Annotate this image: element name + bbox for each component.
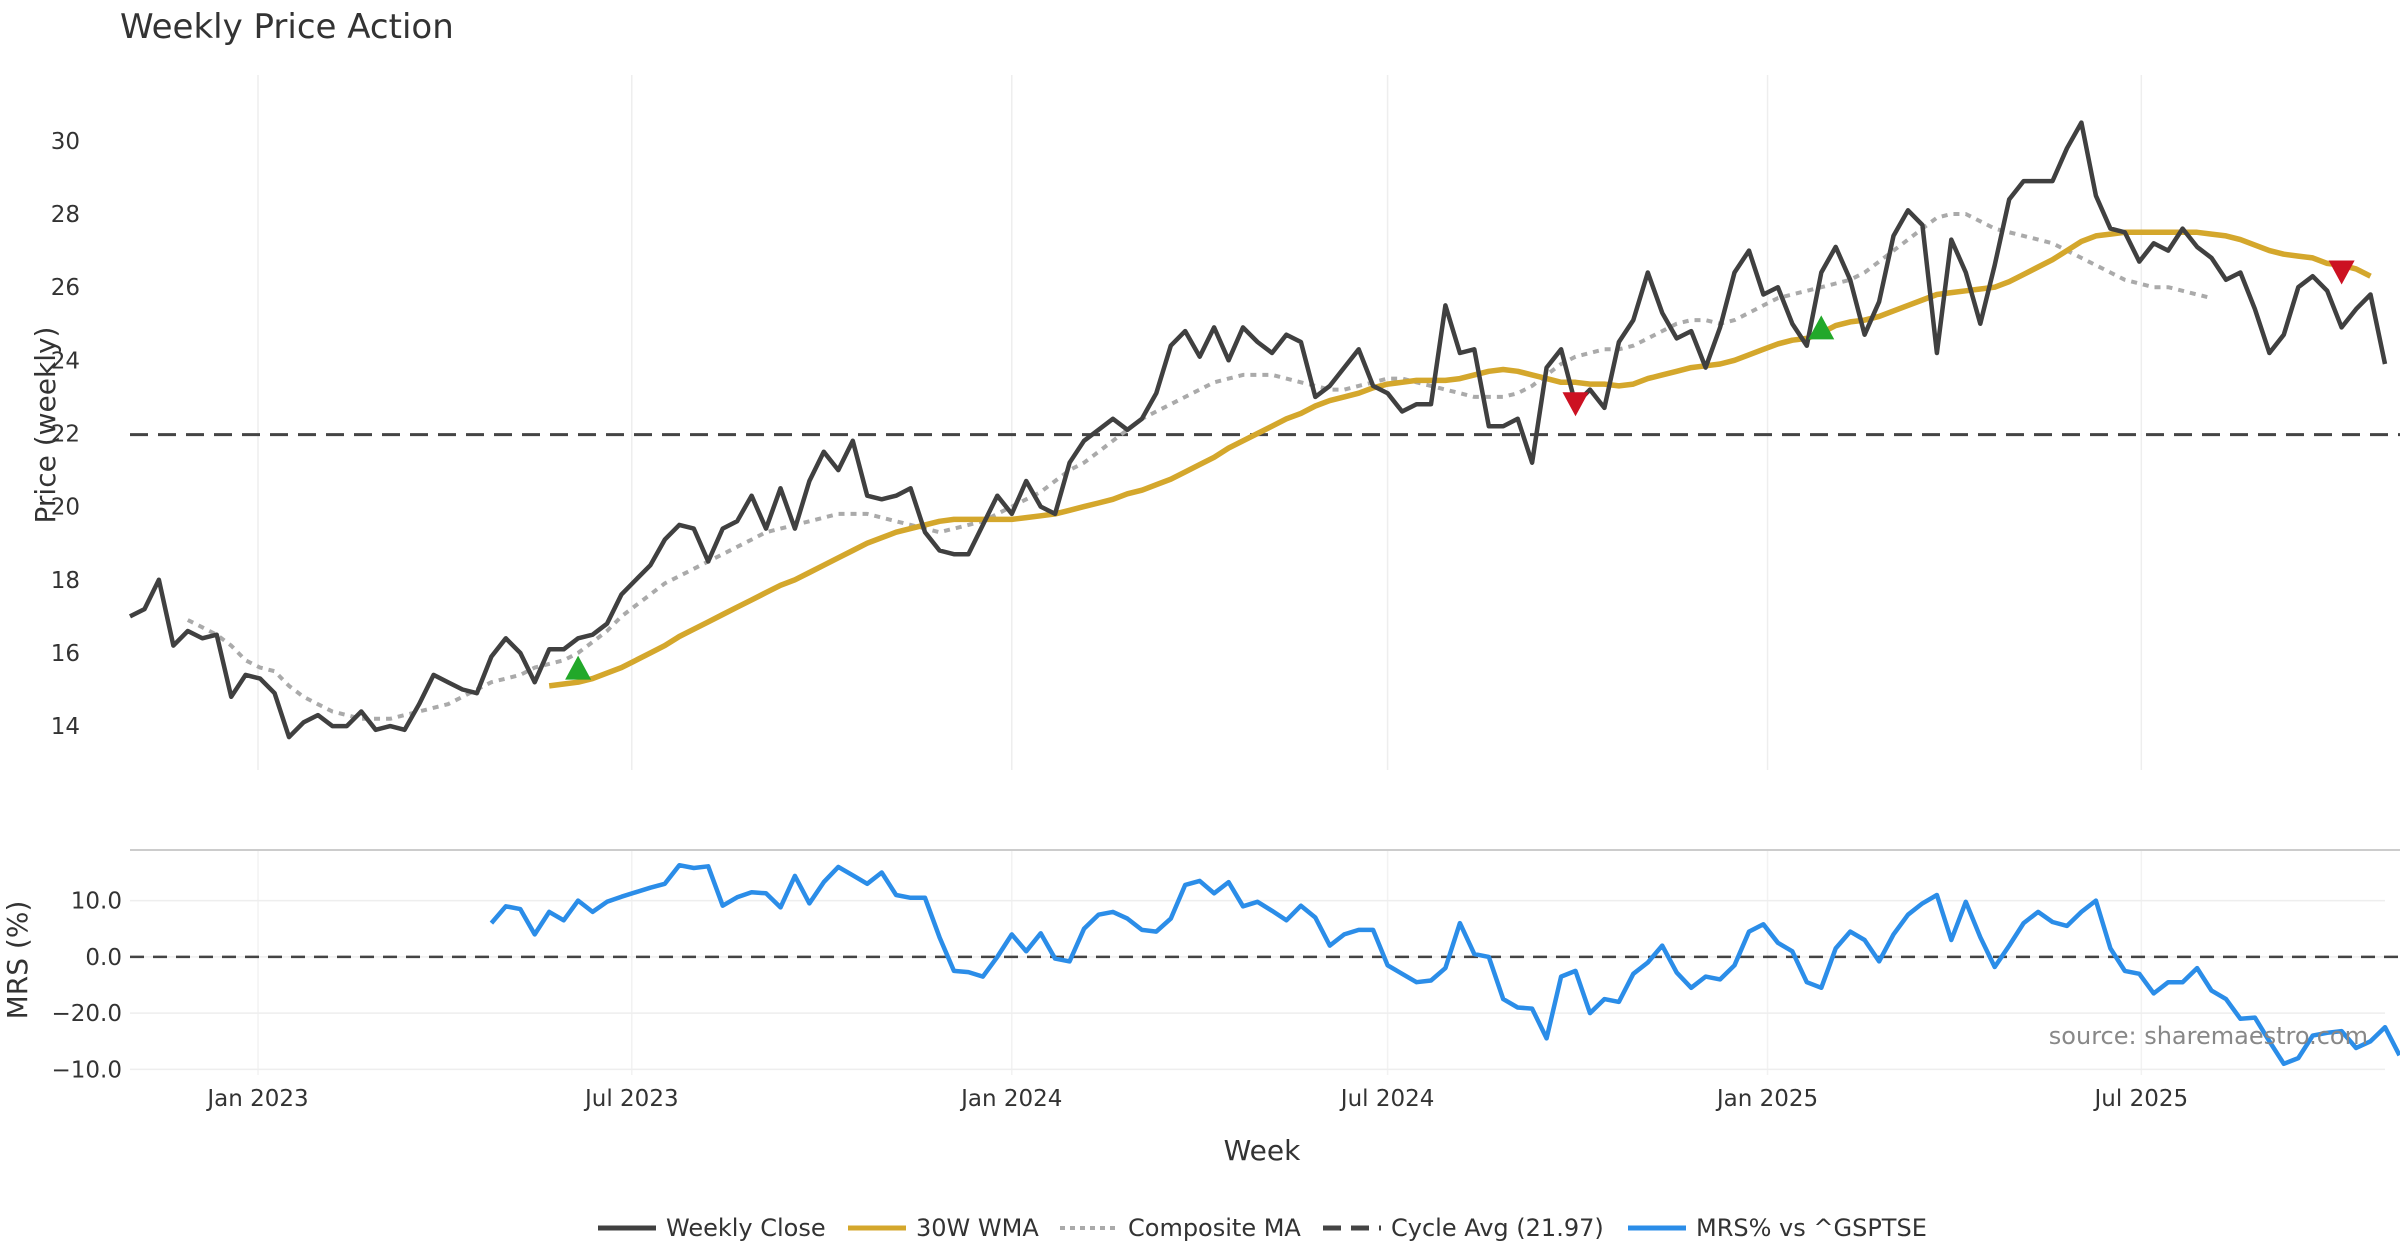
mrs-panel	[130, 862, 2400, 1067]
price-panel	[128, 120, 2400, 740]
x-tick-label: Jan 2024	[959, 1086, 1062, 1112]
legend-label: Weekly Close	[666, 1214, 826, 1242]
price-y-tick-label: 18	[51, 568, 80, 594]
price-y-tick-label: 28	[51, 202, 80, 228]
mrs-y-tick-label: −10.0	[52, 1057, 122, 1083]
legend-label: Composite MA	[1128, 1214, 1301, 1242]
price-y-tick-label: 30	[51, 129, 80, 155]
x-tick-label: Jul 2024	[1339, 1086, 1435, 1112]
mrs-y-tick-label: 10.0	[71, 889, 122, 915]
legend-label: Cycle Avg (21.97)	[1391, 1214, 1604, 1242]
axes: Jan 2023 Jul 2023 Jan 2024 Jul 2024 Jan 2025…	[51, 129, 2400, 1112]
chart-title: Weekly Price Action	[120, 7, 454, 47]
mrs-y-tick-label: −20.0	[52, 1001, 122, 1027]
mrs-line	[489, 862, 2400, 1067]
sell-signal-marker	[2328, 260, 2355, 285]
mrs-axis-label: MRS (%)	[1, 901, 34, 1020]
composite-ma-line	[186, 212, 2212, 721]
x-axis-label: Week	[1224, 1134, 1301, 1167]
source-note: source: sharemaestro.com	[2049, 1022, 2368, 1050]
price-y-tick-label: 20	[51, 495, 80, 521]
mrs-y-tick-label: 0.0	[85, 945, 122, 971]
price-y-tick-label: 16	[51, 641, 80, 667]
price-y-tick-label: 22	[51, 421, 80, 447]
buy-signal-marker	[1808, 315, 1835, 340]
x-tick-label: Jul 2023	[583, 1086, 679, 1112]
weekly-close-line	[128, 120, 2388, 740]
x-tick-label: Jul 2025	[2093, 1086, 2189, 1112]
wma-30w-line	[548, 229, 2372, 689]
grid-lines	[130, 75, 2385, 1075]
legend-label: 30W WMA	[916, 1214, 1039, 1242]
legend: Weekly Close 30W WMA Composite MA Cycle Avg…	[598, 1214, 1927, 1242]
legend-label: MRS% vs ^GSPTSE	[1696, 1214, 1927, 1242]
price-axis-label: Price (weekly)	[29, 327, 62, 524]
price-y-tick-label: 14	[51, 714, 80, 740]
sell-signal-marker	[1562, 392, 1589, 417]
x-tick-label: Jan 2023	[205, 1086, 308, 1112]
buy-signal-marker	[565, 655, 592, 680]
price-y-tick-label: 26	[51, 275, 80, 301]
x-tick-label: Jan 2025	[1715, 1086, 1818, 1112]
price-y-tick-label: 24	[51, 348, 80, 374]
